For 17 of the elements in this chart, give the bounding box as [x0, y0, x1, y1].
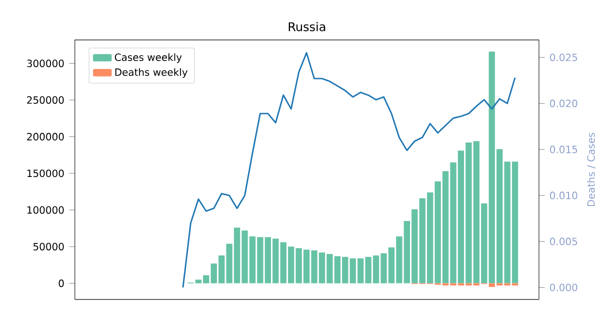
y-tick-label: 50000 — [33, 242, 64, 250]
y-tick-label: 150000 — [27, 169, 64, 177]
y-tick-label: 250000 — [27, 96, 64, 104]
legend-label: Cases weekly — [114, 53, 182, 63]
legend-label: Deaths weekly — [115, 68, 188, 78]
y2-tick-label: 0.010 — [550, 191, 578, 200]
y2-tick-label: 0.000 — [550, 284, 578, 292]
y2-tick-label: 0.025 — [550, 53, 578, 62]
y-tick-label: 300000 — [27, 59, 64, 67]
y-tick-label: 0 — [58, 279, 64, 287]
y2-tick-label: 0.005 — [550, 238, 578, 246]
chart-title: Russia — [288, 22, 326, 32]
y2-axis-title: Deaths / Cases — [587, 132, 596, 206]
y2-tick-label: 0.020 — [550, 99, 578, 108]
y2-tick-label: 0.015 — [550, 145, 578, 154]
y-tick-label: 100000 — [27, 206, 64, 214]
y-tick-label: 200000 — [27, 132, 64, 140]
